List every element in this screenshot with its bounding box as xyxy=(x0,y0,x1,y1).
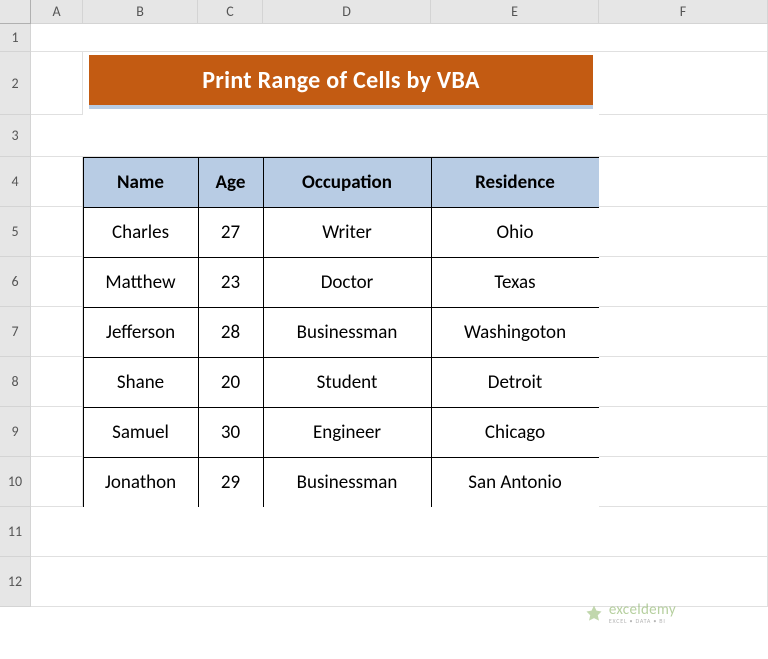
col-header-b[interactable]: B xyxy=(83,0,198,24)
spreadsheet-grid: A B C D E F 1 2 Print Range of Cells by … xyxy=(0,0,768,607)
cell[interactable] xyxy=(599,407,768,457)
cell[interactable] xyxy=(31,307,83,357)
table-cell[interactable]: 29 xyxy=(198,457,264,508)
cell[interactable] xyxy=(599,207,768,257)
col-header-d[interactable]: D xyxy=(263,0,431,24)
cell[interactable] xyxy=(31,407,83,457)
table-header-occupation[interactable]: Occupation xyxy=(263,157,432,208)
table-cell[interactable]: Doctor xyxy=(263,257,432,308)
row-header-8[interactable]: 8 xyxy=(0,357,31,407)
table-cell[interactable]: Charles xyxy=(83,207,199,258)
table-cell[interactable]: Chicago xyxy=(431,407,600,458)
cell[interactable] xyxy=(31,357,83,407)
cell[interactable] xyxy=(31,24,768,52)
table-cell[interactable]: Texas xyxy=(431,257,600,308)
table-cell[interactable]: 23 xyxy=(198,257,264,308)
col-header-f[interactable]: F xyxy=(599,0,768,24)
cell[interactable] xyxy=(31,115,768,157)
col-header-c[interactable]: C xyxy=(198,0,263,24)
table-cell[interactable]: Student xyxy=(263,357,432,408)
table-cell[interactable]: 28 xyxy=(198,307,264,358)
table-cell[interactable]: Washingoton xyxy=(431,307,600,358)
brand-icon xyxy=(584,604,604,624)
cell[interactable] xyxy=(599,52,768,115)
col-header-a[interactable]: A xyxy=(31,0,83,24)
row-header-6[interactable]: 6 xyxy=(0,257,31,307)
cell[interactable] xyxy=(599,457,768,507)
table-cell[interactable]: 27 xyxy=(198,207,264,258)
table-cell[interactable]: Businessman xyxy=(263,457,432,508)
cell[interactable] xyxy=(599,257,768,307)
watermark-brand: exceldemy xyxy=(609,603,676,618)
table-cell[interactable]: Ohio xyxy=(431,207,600,258)
cell[interactable] xyxy=(31,507,768,557)
row-header-7[interactable]: 7 xyxy=(0,307,31,357)
table-cell[interactable]: Writer xyxy=(263,207,432,258)
select-all-corner[interactable] xyxy=(0,0,31,24)
cell[interactable] xyxy=(599,357,768,407)
cell[interactable] xyxy=(31,257,83,307)
table-cell[interactable]: 30 xyxy=(198,407,264,458)
table-cell[interactable]: Jonathon xyxy=(83,457,199,508)
cell[interactable] xyxy=(31,207,83,257)
cell[interactable] xyxy=(599,307,768,357)
watermark-tagline: EXCEL • DATA • BI xyxy=(609,618,676,624)
table-cell[interactable]: Engineer xyxy=(263,407,432,458)
cell[interactable] xyxy=(31,157,83,207)
table-cell[interactable]: Jefferson xyxy=(83,307,199,358)
row-header-12[interactable]: 12 xyxy=(0,557,31,607)
row-header-11[interactable]: 11 xyxy=(0,507,31,557)
table-cell[interactable]: Shane xyxy=(83,357,199,408)
row-header-3[interactable]: 3 xyxy=(0,115,31,157)
cell[interactable] xyxy=(599,157,768,207)
row-header-2[interactable]: 2 xyxy=(0,52,31,115)
table-header-age[interactable]: Age xyxy=(198,157,264,208)
title-banner: Print Range of Cells by VBA xyxy=(89,55,593,109)
cell[interactable] xyxy=(31,52,83,115)
row-header-9[interactable]: 9 xyxy=(0,407,31,457)
cell[interactable] xyxy=(31,557,768,607)
table-cell[interactable]: San Antonio xyxy=(431,457,600,508)
row-header-1[interactable]: 1 xyxy=(0,24,31,52)
table-cell[interactable]: Detroit xyxy=(431,357,600,408)
row-header-4[interactable]: 4 xyxy=(0,157,31,207)
table-cell[interactable]: 20 xyxy=(198,357,264,408)
table-cell[interactable]: Samuel xyxy=(83,407,199,458)
cell[interactable] xyxy=(31,457,83,507)
row-header-10[interactable]: 10 xyxy=(0,457,31,507)
watermark: exceldemy EXCEL • DATA • BI xyxy=(584,603,676,624)
table-header-name[interactable]: Name xyxy=(83,157,199,208)
table-header-residence[interactable]: Residence xyxy=(431,157,600,208)
table-cell[interactable]: Matthew xyxy=(83,257,199,308)
row-header-5[interactable]: 5 xyxy=(0,207,31,257)
table-cell[interactable]: Businessman xyxy=(263,307,432,358)
col-header-e[interactable]: E xyxy=(431,0,599,24)
